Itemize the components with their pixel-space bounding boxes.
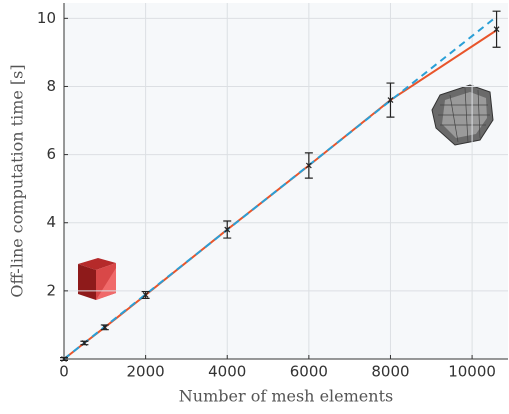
x-tick-label: 8000 <box>371 363 409 381</box>
x-tick-label: 10000 <box>448 363 496 381</box>
y-axis-title: Off-line computation time [s] <box>8 64 27 297</box>
red-cube-icon <box>78 258 116 300</box>
chart: Number of mesh elements Off-line computa… <box>0 0 509 414</box>
x-tick-label: 4000 <box>208 363 246 381</box>
x-tick-label: 0 <box>59 363 69 381</box>
y-tick-label: 10 <box>37 9 56 27</box>
y-tick-label: 2 <box>46 281 56 299</box>
y-tick-label: 6 <box>46 145 56 163</box>
y-tick-label: 8 <box>46 77 56 95</box>
x-axis-title: Number of mesh elements <box>179 387 393 406</box>
x-tick-label: 6000 <box>290 363 328 381</box>
y-tick-label: 4 <box>46 213 56 231</box>
x-tick-label: 2000 <box>127 363 165 381</box>
